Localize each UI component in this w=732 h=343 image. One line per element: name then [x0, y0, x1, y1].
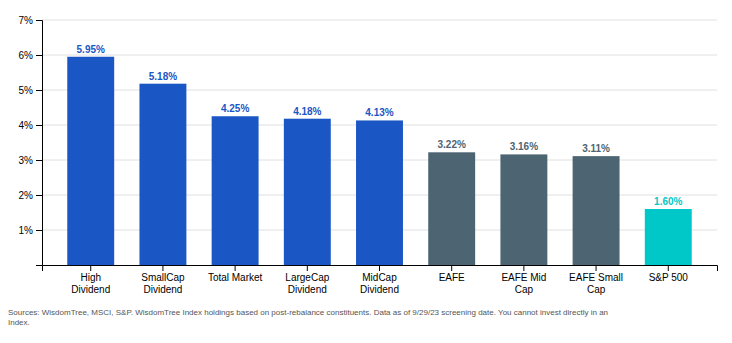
- y-tick: 6%: [19, 50, 42, 61]
- x-tick-label-line: LargeCap: [285, 272, 329, 283]
- x-tick-label-line: Dividend: [143, 284, 182, 295]
- y-axis: 1% 2% 3% 4% 5% 6% 7%: [19, 15, 43, 266]
- y-tick-label: 6%: [19, 50, 34, 61]
- y-tick: 7%: [19, 15, 42, 26]
- grid-line: [42, 20, 717, 21]
- x-tick-label-line: EAFE Mid: [501, 272, 546, 283]
- x-tick-label-line: MidCap: [362, 272, 397, 283]
- x-tick: EAFE SmallCap: [569, 265, 623, 295]
- y-tick-mark: [36, 90, 42, 91]
- x-tick-label-line: SmallCap: [141, 272, 185, 283]
- bar: [500, 154, 547, 265]
- y-tick: 3%: [19, 155, 42, 166]
- x-tick-mark: [90, 265, 91, 271]
- y-tick-mark: [36, 230, 42, 231]
- data-label: 5.18%: [149, 71, 177, 82]
- data-label: 3.11%: [582, 143, 610, 154]
- y-tick-mark: [36, 160, 42, 161]
- x-tick: LargeCapDividend: [285, 265, 329, 295]
- x-axis: HighDividendSmallCapDividendTotal Market…: [43, 265, 718, 295]
- data-label: 1.60%: [654, 196, 682, 207]
- x-tick: MidCapDividend: [360, 265, 399, 295]
- y-tick-label: 2%: [19, 190, 34, 201]
- x-tick-label-line: Total Market: [208, 272, 263, 283]
- data-labels: 5.95% 5.18% 4.25% 4.18% 4.13% 3.22% 3.16% 3.11%…: [77, 44, 683, 207]
- y-axis-line: [36, 21, 43, 266]
- data-label: 4.25%: [221, 103, 249, 114]
- plot: 1%2%3%4%5%6%7%HighDividendSmallCapDivide…: [19, 15, 718, 295]
- x-tick-label: HighDividend: [71, 272, 110, 295]
- y-tick-label: 3%: [19, 155, 34, 166]
- x-tick-label-line: Dividend: [288, 284, 327, 295]
- x-tick-label: EAFE SmallCap: [569, 272, 623, 295]
- bar: [356, 120, 403, 265]
- y-tick: 4%: [19, 120, 42, 131]
- x-tick-label: MidCapDividend: [360, 272, 399, 295]
- y-tick: 2%: [19, 190, 42, 201]
- x-tick-mark: [162, 265, 163, 271]
- footer-note-line: Index.: [8, 318, 30, 327]
- x-tick-label: EAFE: [439, 272, 465, 283]
- y-tick-mark: [36, 195, 42, 196]
- data-label: 5.95%: [77, 44, 105, 55]
- bars: [67, 57, 691, 265]
- bar: [573, 156, 620, 265]
- y-tick-mark: [36, 55, 42, 56]
- x-tick-label-line: EAFE: [439, 272, 465, 283]
- chart: 1%2%3%4%5%6%7%HighDividendSmallCapDivide…: [0, 0, 732, 343]
- footer-note: Sources: WisdomTree, MSCI, S&P. WisdomTr…: [8, 308, 608, 327]
- x-tick-label-line: Dividend: [360, 284, 399, 295]
- x-tick: SmallCapDividend: [141, 265, 185, 295]
- x-tick-label: EAFE MidCap: [501, 272, 546, 295]
- x-tick: Total Market: [208, 265, 263, 283]
- grid-line: [42, 55, 717, 56]
- x-tick-label-line: Dividend: [71, 284, 110, 295]
- x-tick-mark: [235, 265, 236, 271]
- x-tick: EAFE: [439, 265, 465, 283]
- y-tick-label: 1%: [19, 225, 34, 236]
- x-tick-label-line: Cap: [587, 284, 606, 295]
- x-tick-label: SmallCapDividend: [141, 272, 185, 295]
- x-tick-mark: [307, 265, 308, 271]
- bar: [428, 152, 475, 265]
- x-tick-mark: [596, 265, 597, 271]
- x-axis-line: [43, 266, 718, 272]
- y-tick: 5%: [19, 85, 42, 96]
- data-label: 3.16%: [510, 141, 538, 152]
- bar: [67, 57, 114, 265]
- x-tick-mark: [379, 265, 380, 271]
- x-tick-label: Total Market: [208, 272, 263, 283]
- bar: [284, 119, 331, 265]
- footer-note-line: Sources: WisdomTree, MSCI, S&P. WisdomTr…: [8, 308, 608, 317]
- x-tick-mark: [523, 265, 524, 271]
- x-tick-label: S&P 500: [649, 272, 689, 283]
- x-tick: EAFE MidCap: [501, 265, 546, 295]
- x-tick-label-line: High: [80, 272, 101, 283]
- bar: [139, 84, 186, 265]
- y-tick-label: 4%: [19, 120, 34, 131]
- x-tick-label-line: Cap: [515, 284, 534, 295]
- data-label: 4.13%: [365, 107, 393, 118]
- y-tick: 1%: [19, 225, 42, 236]
- x-tick: S&P 500: [649, 265, 689, 283]
- x-tick-mark: [668, 265, 669, 271]
- bar: [645, 209, 692, 265]
- x-tick: HighDividend: [71, 265, 110, 295]
- x-tick-label-line: S&P 500: [649, 272, 689, 283]
- y-tick-label: 7%: [19, 15, 34, 26]
- data-label: 4.18%: [293, 106, 321, 117]
- y-tick-mark: [36, 125, 42, 126]
- y-tick-label: 5%: [19, 85, 34, 96]
- x-tick-mark: [451, 265, 452, 271]
- data-label: 3.22%: [438, 139, 466, 150]
- bar: [212, 116, 259, 265]
- x-tick-label: LargeCapDividend: [285, 272, 329, 295]
- x-tick-label-line: EAFE Small: [569, 272, 623, 283]
- y-tick-mark: [36, 20, 42, 21]
